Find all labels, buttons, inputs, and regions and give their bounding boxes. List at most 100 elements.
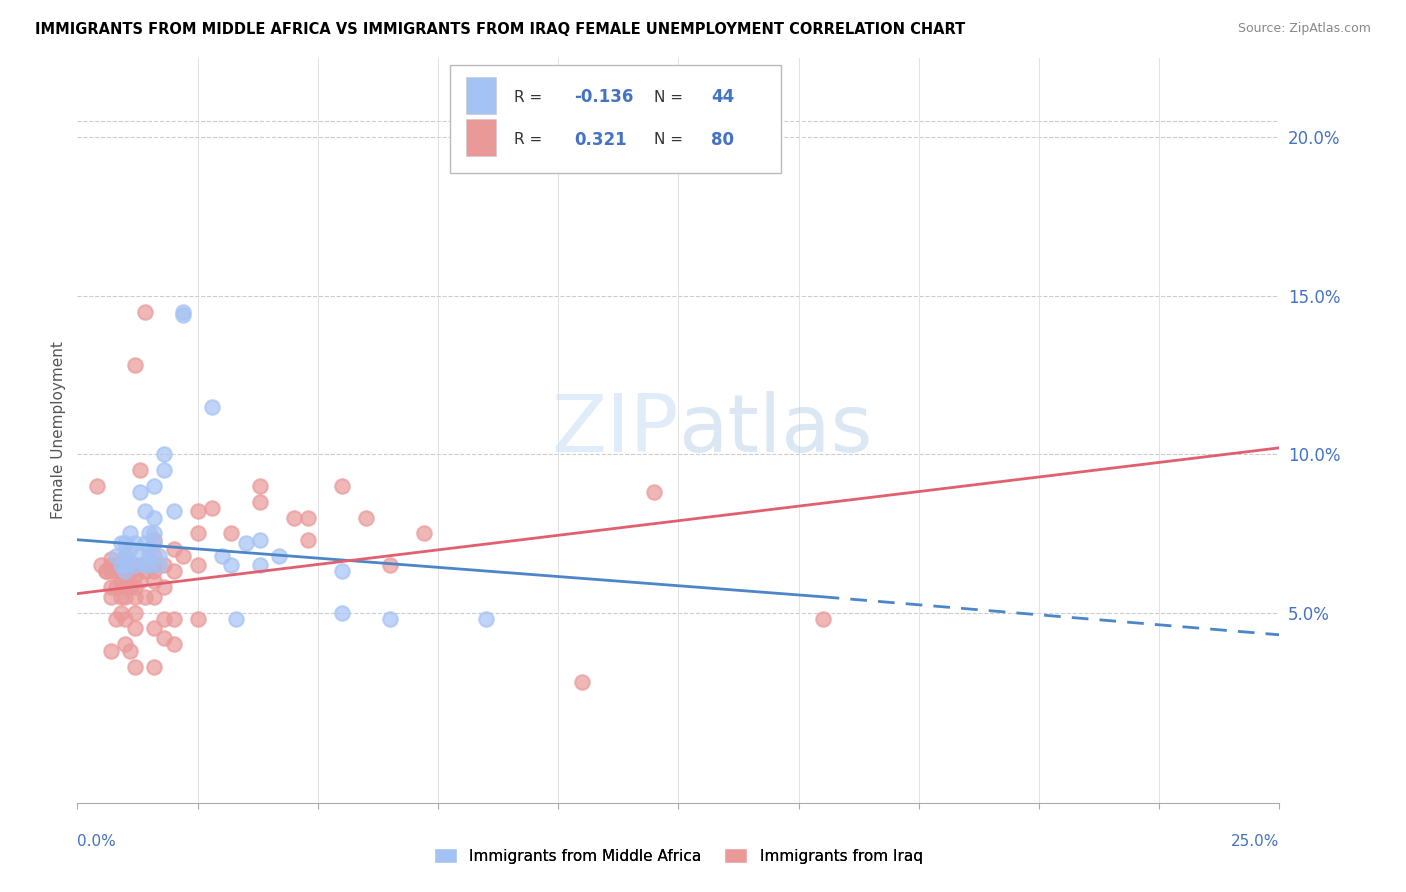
Point — [138, 542, 160, 557]
Point — [475, 612, 498, 626]
Point — [120, 643, 142, 657]
Point — [124, 567, 146, 582]
Point — [128, 549, 150, 563]
Point — [120, 555, 142, 569]
Point — [283, 510, 305, 524]
Point — [297, 510, 319, 524]
Point — [128, 463, 150, 477]
Point — [138, 549, 160, 563]
Point — [211, 549, 233, 563]
FancyBboxPatch shape — [450, 65, 780, 173]
Point — [143, 536, 166, 550]
Text: R =: R = — [513, 90, 547, 105]
Point — [643, 485, 665, 500]
Point — [201, 400, 224, 414]
Point — [104, 612, 127, 626]
Point — [143, 479, 166, 493]
Point — [104, 565, 127, 579]
Point — [100, 565, 122, 579]
Point — [187, 558, 209, 573]
Point — [249, 558, 271, 573]
Point — [120, 565, 142, 579]
Point — [269, 549, 291, 563]
Text: IMMIGRANTS FROM MIDDLE AFRICA VS IMMIGRANTS FROM IRAQ FEMALE UNEMPLOYMENT CORREL: IMMIGRANTS FROM MIDDLE AFRICA VS IMMIGRA… — [35, 22, 966, 37]
Point — [114, 549, 136, 563]
Point — [96, 565, 118, 579]
Point — [143, 533, 166, 547]
Point — [110, 558, 132, 573]
Bar — [465, 77, 496, 114]
Point — [134, 536, 156, 550]
Point — [153, 612, 176, 626]
Text: ZIP: ZIP — [551, 392, 679, 469]
Point — [354, 510, 377, 524]
Point — [162, 612, 184, 626]
Point — [124, 659, 146, 673]
Point — [104, 549, 127, 563]
Point — [110, 558, 132, 573]
Text: 80: 80 — [711, 131, 734, 149]
Point — [134, 565, 156, 579]
Point — [104, 558, 127, 573]
Legend: Immigrants from Middle Africa, Immigrants from Iraq: Immigrants from Middle Africa, Immigrant… — [427, 841, 929, 870]
Text: -0.136: -0.136 — [574, 88, 633, 106]
Point — [114, 637, 136, 651]
Text: 0.321: 0.321 — [574, 131, 627, 149]
Point — [143, 590, 166, 604]
Point — [114, 590, 136, 604]
Point — [148, 558, 170, 573]
Point — [110, 590, 132, 604]
Point — [124, 606, 146, 620]
Point — [90, 558, 112, 573]
Point — [153, 580, 176, 594]
Point — [297, 533, 319, 547]
Text: 44: 44 — [711, 88, 734, 106]
Point — [114, 558, 136, 573]
Point — [86, 479, 108, 493]
Point — [330, 479, 353, 493]
Point — [162, 565, 184, 579]
Point — [219, 526, 242, 541]
Point — [412, 526, 434, 541]
Point — [187, 504, 209, 518]
Point — [124, 622, 146, 636]
Point — [143, 659, 166, 673]
Text: atlas: atlas — [679, 392, 873, 469]
Point — [114, 567, 136, 582]
Point — [187, 526, 209, 541]
Point — [124, 561, 146, 575]
Text: N =: N = — [654, 90, 688, 105]
Point — [134, 558, 156, 573]
Point — [143, 526, 166, 541]
Point — [143, 622, 166, 636]
Point — [100, 590, 122, 604]
Y-axis label: Female Unemployment: Female Unemployment — [51, 342, 66, 519]
Point — [330, 606, 353, 620]
Point — [172, 549, 194, 563]
Point — [124, 580, 146, 594]
Point — [114, 565, 136, 579]
Point — [134, 304, 156, 318]
Point — [143, 510, 166, 524]
Point — [114, 580, 136, 594]
Point — [100, 580, 122, 594]
Point — [143, 549, 166, 563]
Point — [811, 612, 834, 626]
Point — [100, 643, 122, 657]
Point — [110, 565, 132, 579]
Point — [120, 580, 142, 594]
Point — [124, 536, 146, 550]
Point — [219, 558, 242, 573]
Point — [153, 447, 176, 461]
Point — [114, 536, 136, 550]
Point — [134, 558, 156, 573]
Point — [172, 308, 194, 322]
Point — [143, 558, 166, 573]
Point — [114, 612, 136, 626]
Point — [128, 485, 150, 500]
Text: Source: ZipAtlas.com: Source: ZipAtlas.com — [1237, 22, 1371, 36]
Point — [104, 580, 127, 594]
Point — [134, 590, 156, 604]
Point — [124, 590, 146, 604]
Point — [138, 526, 160, 541]
